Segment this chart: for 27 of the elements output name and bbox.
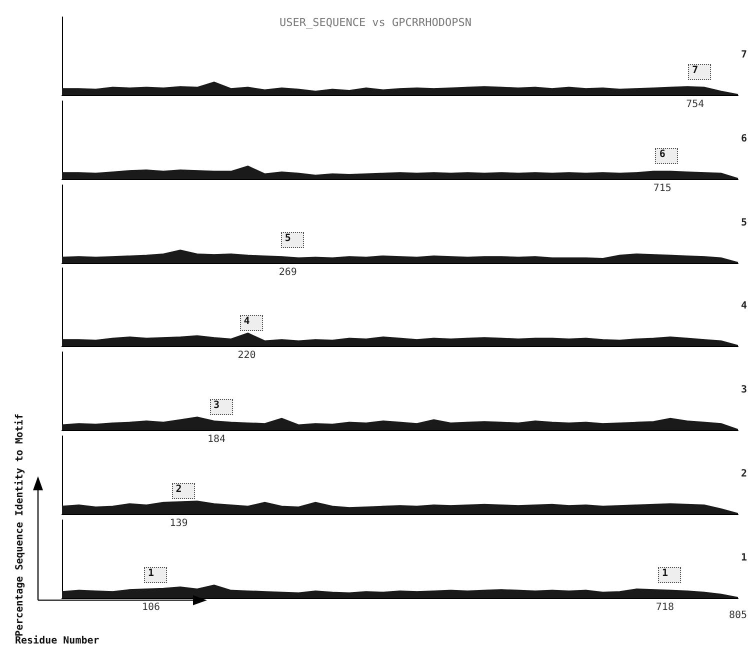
text: 3 (741, 384, 748, 396)
text: 184 (207, 434, 226, 446)
text: 139 (170, 518, 188, 529)
y-axis-title: Percentage Sequence Identity to Motif (14, 414, 26, 636)
x-axis-title: Residue Number (15, 634, 100, 646)
text: 805 (728, 610, 748, 621)
text: 1 (741, 552, 748, 564)
text: 7 (741, 50, 748, 60)
number-box: 6 (655, 148, 678, 164)
chart-title: USER_SEQUENCE vs GPCRRHODOPSN (279, 16, 472, 29)
number-box: 1 (144, 566, 167, 583)
text: 754 (686, 99, 704, 110)
text: 106 (142, 602, 160, 613)
text: 718 (656, 602, 674, 613)
text: 220 (238, 350, 256, 362)
number-box: 1 (658, 566, 681, 583)
number-box: 2 (172, 483, 195, 499)
text: 4 (741, 300, 748, 312)
text: 715 (653, 182, 672, 194)
number-box: 4 (240, 315, 263, 332)
text: 6 (741, 133, 748, 144)
number-box: 7 (688, 64, 712, 80)
number-box: 5 (280, 232, 304, 248)
number-box: 3 (210, 399, 232, 416)
text: 5 (741, 217, 748, 228)
text: 269 (278, 266, 297, 278)
text: 2 (741, 468, 748, 480)
